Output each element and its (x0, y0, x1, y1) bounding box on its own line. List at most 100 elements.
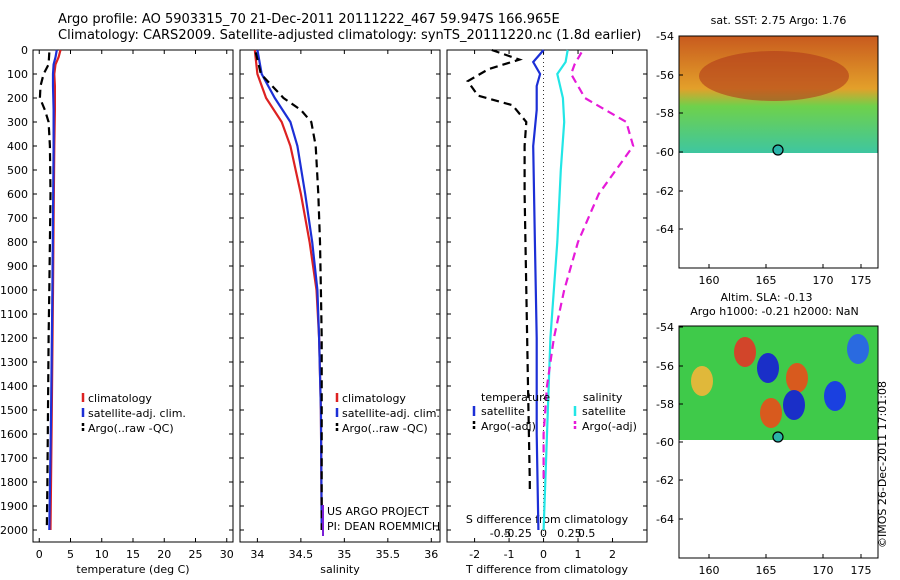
legend-label: satellite (582, 405, 626, 418)
series-line (256, 49, 323, 531)
map-panel-1: -54 -56 -58 -60 -62 -64 160 165 170 175 sat. SST: … (656, 14, 879, 287)
x2-tick-label: 0.5 (578, 527, 596, 540)
map-y-tick-label: -60 (656, 436, 674, 449)
map-y-tick-label: -58 (656, 107, 674, 120)
series-line (48, 49, 58, 531)
legend-title: salinity (583, 391, 623, 404)
map-x-tick-label: 175 (851, 564, 872, 577)
series-line (254, 52, 323, 530)
y-tick-label: 1800 (0, 476, 28, 489)
warm-patch (699, 51, 849, 101)
anomaly-blob (847, 334, 869, 364)
x-tick-label: 0 (540, 548, 547, 561)
map-y-tick-label: -60 (656, 146, 674, 159)
y-tick-label: 1900 (0, 500, 28, 513)
y-tick-label: 1700 (0, 452, 28, 465)
anomaly-blob (734, 337, 756, 367)
plot-frame (239, 49, 441, 543)
plot-frame (32, 49, 234, 543)
y-tick-label: 600 (7, 188, 28, 201)
x-tick-label: 30 (220, 548, 234, 561)
x2-tick-label: 0.25 (557, 527, 582, 540)
argo-float-marker (772, 144, 784, 156)
x-tick-label: -1 (504, 548, 515, 561)
map-y-tick-label: -54 (656, 321, 674, 334)
y-tick-label: 500 (7, 164, 28, 177)
anomaly-blob (824, 381, 846, 411)
map-x-tick-label: 165 (756, 274, 777, 287)
x2-axis-label: S difference from climatology (466, 513, 629, 526)
y-tick-label: 300 (7, 116, 28, 129)
map-x-tick-label: 160 (699, 564, 720, 577)
x-tick-label: 36 (424, 548, 438, 561)
map-y-tick-label: -62 (656, 474, 674, 487)
y-tick-label: 1500 (0, 404, 28, 417)
legend-label: Argo(..raw -QC) (88, 422, 174, 435)
map-y-tick-label: -56 (656, 69, 674, 82)
x-tick-label: 5 (67, 548, 74, 561)
anomaly-blob (757, 353, 779, 383)
series-line (542, 49, 569, 531)
x2-tick-label: -0.5 (490, 527, 511, 540)
series-line (531, 49, 545, 531)
y-tick-label: 0 (21, 44, 28, 57)
map-x-tick-label: 165 (756, 564, 777, 577)
map-x-tick-label: 160 (699, 274, 720, 287)
map-y-tick-label: -56 (656, 360, 674, 373)
y-tick-label: 400 (7, 140, 28, 153)
map-y-tick-label: -58 (656, 398, 674, 411)
legend-label: Argo(..raw -QC) (342, 422, 428, 435)
legend-label: climatology (342, 392, 406, 405)
map-title: Altim. SLA: -0.13 (720, 291, 812, 304)
y-tick-label: 2000 (0, 524, 28, 537)
argo-float-marker (772, 431, 784, 443)
series-line (466, 48, 531, 494)
y-tick-label: 1300 (0, 356, 28, 369)
figure-title-line2: Climatology: CARS2009. Satellite-adjuste… (58, 28, 642, 43)
anomaly-blob (760, 398, 782, 428)
y-tick-label: 800 (7, 236, 28, 249)
annotation-line: PI: DEAN ROEMMICH (327, 520, 440, 533)
x-tick-label: 34.5 (289, 548, 314, 561)
map-y-tick-label: -64 (656, 223, 674, 236)
chart-panel-2: 34 34.5 35 35.5 36 salinity climatology satelli… (239, 49, 441, 576)
x-tick-label: 35 (337, 548, 351, 561)
figure-title-line1: Argo profile: AO 5903315_70 21-Dec-2011 … (58, 12, 560, 27)
map-panel-2: -54 -56 -58 -60 -62 -64 160 165 170 175 Altim. SLA… (656, 291, 879, 577)
x-axis-label: salinity (320, 563, 360, 576)
anomaly-blob (691, 366, 713, 396)
x-tick-label: 15 (126, 548, 140, 561)
x-tick-label: 34 (250, 548, 264, 561)
legend-label: satellite-adj. clim. (342, 407, 440, 420)
y-tick-label: 1600 (0, 428, 28, 441)
chart-panel-1: 0100200300400500600700800900100011001200… (0, 44, 234, 576)
legend-label: Argo(-adj) (582, 420, 637, 433)
x-tick-label: -2 (469, 548, 480, 561)
x2-tick-label: -0.25 (503, 527, 531, 540)
y-tick-label: 900 (7, 260, 28, 273)
anomaly-blob (783, 390, 805, 420)
map-x-tick-label: 170 (813, 274, 834, 287)
x-axis-label: T difference from climatology (465, 563, 628, 576)
y-tick-label: 1100 (0, 308, 28, 321)
legend-label: satellite (481, 405, 525, 418)
legend-label: Argo(-adj) (481, 420, 536, 433)
x-tick-label: 0 (36, 548, 43, 561)
legend-label: climatology (88, 392, 152, 405)
map-y-tick-label: -62 (656, 185, 674, 198)
legend-label: satellite-adj. clim. (88, 407, 186, 420)
legend-title: temperature (481, 391, 550, 404)
x-tick-label: 10 (95, 548, 109, 561)
x-tick-label: 35.5 (376, 548, 401, 561)
y-tick-label: 200 (7, 92, 28, 105)
y-tick-label: 700 (7, 212, 28, 225)
map-x-tick-label: 175 (851, 274, 872, 287)
map-x-tick-label: 170 (813, 564, 834, 577)
annotation-line: US ARGO PROJECT (327, 505, 429, 518)
x-tick-label: 25 (189, 548, 203, 561)
x-tick-label: 1 (575, 548, 582, 561)
y-tick-label: 1200 (0, 332, 28, 345)
series-line (38, 52, 52, 531)
plot-frame (446, 49, 648, 543)
map-y-tick-label: -54 (656, 30, 674, 43)
